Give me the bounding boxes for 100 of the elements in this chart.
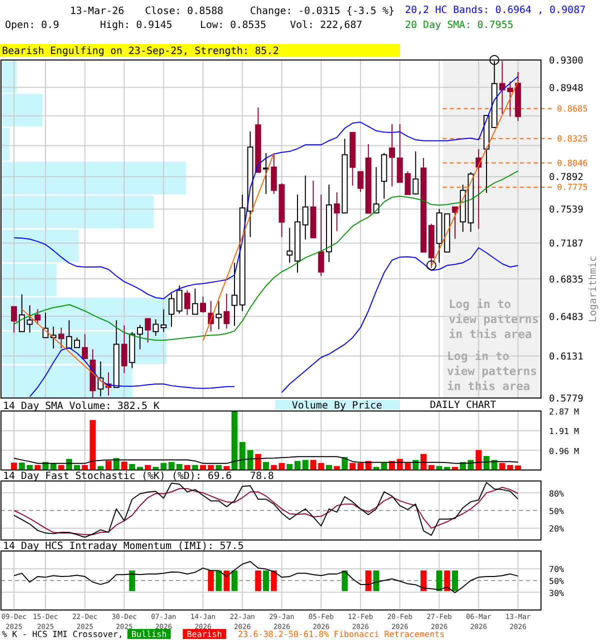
bar: [350, 463, 356, 470]
y-tick-label: 80%: [549, 488, 564, 498]
bar: [184, 465, 190, 470]
line-series: [14, 561, 518, 594]
candlestick: [26, 304, 33, 334]
bar: [176, 464, 182, 470]
chart-title: 14 Day Fast Stochastic (%K) (%D): 69.6 78.8: [3, 471, 274, 482]
candlestick: [358, 171, 364, 192]
bar: [168, 462, 174, 470]
candlestick: [18, 294, 25, 332]
bar: [216, 465, 222, 470]
bar: [200, 465, 206, 470]
bar: [74, 465, 80, 470]
ref-line-label: 0.8325: [557, 134, 588, 145]
bar: [270, 465, 277, 470]
bar: [144, 465, 151, 470]
y-tick-label: 0.6835: [549, 274, 584, 286]
bar: [263, 462, 269, 470]
candlestick: [302, 175, 308, 240]
bar: [121, 462, 128, 470]
bar: [286, 464, 293, 470]
line-series: [14, 456, 518, 464]
candlestick: [224, 293, 230, 330]
ref-line-label: 0.8046: [557, 158, 588, 169]
candlestick: [74, 337, 80, 348]
candlestick: [58, 327, 64, 350]
y-axis-title: Logarithmic: [588, 256, 599, 322]
annotation: Volume By Price: [292, 400, 382, 412]
text: 23.6-38.2-50-61.8% Fibonacci Retracements: [238, 629, 445, 639]
line-series: [202, 152, 274, 342]
ref-line-label: 0.8685: [557, 104, 588, 115]
chart-title: 14 Day HCS Intraday Momentum (IMI): 57.5: [3, 541, 244, 552]
candlestick: [121, 324, 128, 374]
y-tick-label: 50%: [549, 506, 564, 516]
annotation: DAILY CHART: [430, 400, 496, 411]
bar: [106, 460, 112, 470]
legend-title: % K - HCS IMI Crossover,: [2, 629, 124, 639]
text: Low: 0.8535: [200, 20, 266, 31]
y-tick-label: 50%: [549, 576, 564, 586]
candlestick: [216, 300, 222, 330]
candlestick: [192, 288, 198, 315]
text: Close: 0.8588: [145, 6, 224, 17]
candlestick: [270, 154, 277, 194]
bar: [358, 463, 364, 470]
bar: [294, 460, 300, 470]
y-tick-label: 1.91 M: [549, 426, 579, 436]
text: Bearish: [186, 629, 222, 639]
y-tick-label: 20%: [549, 524, 564, 534]
annotation: Log in to view patterns in this area: [447, 349, 538, 393]
candlestick: [263, 152, 269, 194]
y-tick-label: 0.6131: [549, 351, 584, 362]
y-tick-label: 2.87 M: [549, 406, 579, 416]
bar: [208, 465, 214, 470]
bar: [302, 460, 308, 470]
ref-line-label: 0.7775: [557, 183, 588, 194]
bar: [232, 411, 238, 470]
candlestick: [184, 290, 190, 316]
candlestick: [286, 227, 293, 264]
candlestick: [168, 293, 174, 328]
candlestick: [389, 124, 395, 187]
bar: [90, 420, 96, 470]
y-tick-label: 0.7187: [549, 238, 584, 250]
candlestick: [66, 320, 72, 349]
candlestick: [412, 150, 419, 194]
candlestick: [11, 306, 17, 334]
y-tick-label: 0.5779: [549, 394, 584, 404]
bar: [58, 465, 64, 470]
bar: [82, 465, 88, 470]
text: Bearish Engulfing on 23-Sep-25, Strength: 85.2: [2, 46, 279, 57]
y-tick-label: 0.9300: [549, 56, 584, 66]
y-tick-label: 70%: [549, 564, 564, 574]
y-tick-label: 0.7892: [549, 172, 584, 184]
candlestick: [232, 262, 238, 326]
bar: [420, 454, 426, 470]
chart-title: 14 Day SMA Volume: 382.5 K: [3, 401, 160, 412]
candlestick: [137, 324, 143, 350]
candlestick: [334, 192, 340, 232]
text: Change: -0.0315 {-3.5 %}: [250, 6, 394, 17]
text: Vol: 222,687: [290, 20, 362, 31]
bar: [404, 463, 411, 470]
bar: [192, 465, 198, 470]
text: Open: 0.9: [5, 20, 60, 31]
candlestick: [318, 194, 324, 276]
bar: [18, 462, 25, 470]
y-tick-label: 0.6483: [549, 312, 584, 323]
y-tick-label: 0.96 M: [549, 446, 579, 456]
band-label: Log in to view patterns in this area: [448, 297, 539, 341]
bar: [326, 465, 332, 470]
candlestick: [82, 334, 88, 360]
bar: [278, 463, 285, 470]
text: 13-Mar-26: [70, 6, 124, 17]
candlestick: [176, 284, 182, 314]
candlestick: [34, 308, 41, 325]
bar: [255, 454, 262, 470]
bar: [11, 462, 17, 470]
text: High: 0.9145: [100, 20, 172, 31]
y-tick-label: 30%: [549, 588, 564, 598]
candlestick: [200, 296, 206, 314]
y-tick-label: 0.7539: [549, 204, 584, 216]
bar: [34, 465, 41, 470]
